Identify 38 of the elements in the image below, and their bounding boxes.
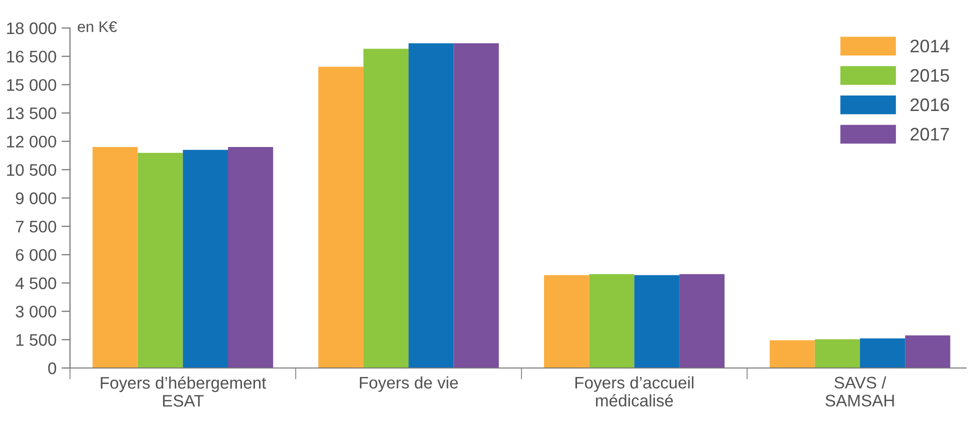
x-tick-label: Foyers de vie <box>360 376 458 392</box>
bar <box>454 43 499 368</box>
bar <box>589 274 634 368</box>
bar <box>228 147 274 368</box>
y-tick-label: 9 000 <box>16 192 56 204</box>
y-tick-label: 3 000 <box>16 306 56 318</box>
bar <box>814 339 860 368</box>
bar <box>544 275 590 368</box>
bar <box>679 274 725 368</box>
bar <box>92 147 138 368</box>
bar <box>860 338 906 368</box>
y-tick-label: 12 000 <box>7 136 56 148</box>
bar <box>634 275 680 368</box>
y-axis-title: en K€ <box>78 21 117 32</box>
bar <box>138 152 183 368</box>
y-tick-label: 6 000 <box>16 249 56 261</box>
y-tick-label: 16 500 <box>7 50 56 63</box>
legend-label: 2014 <box>910 40 950 52</box>
legend-label: 2016 <box>910 98 950 112</box>
y-tick-label: 10 500 <box>7 164 56 176</box>
x-tick-label: Foyers d’hébergement ESAT <box>100 376 266 407</box>
bar <box>905 335 950 368</box>
bar <box>318 66 364 368</box>
y-tick-label: 15 000 <box>7 79 56 91</box>
bar <box>770 340 815 368</box>
y-tick-label: 4 500 <box>15 277 56 290</box>
legend-label: 2015 <box>910 69 950 82</box>
y-tick-label: 1 500 <box>16 334 56 346</box>
bar <box>363 48 409 368</box>
x-tick-label: SAVS / SAMSAH <box>826 376 894 407</box>
y-tick-label: 18 000 <box>7 22 56 34</box>
x-tick-label: Foyers d’accueil médicalisé <box>575 376 694 407</box>
bar <box>408 43 454 368</box>
y-tick-label: 0 <box>48 362 56 374</box>
y-tick-label: 7 500 <box>16 220 56 233</box>
legend-label: 2017 <box>910 128 949 141</box>
bar <box>182 150 228 368</box>
y-tick-label: 13 500 <box>7 107 56 120</box>
